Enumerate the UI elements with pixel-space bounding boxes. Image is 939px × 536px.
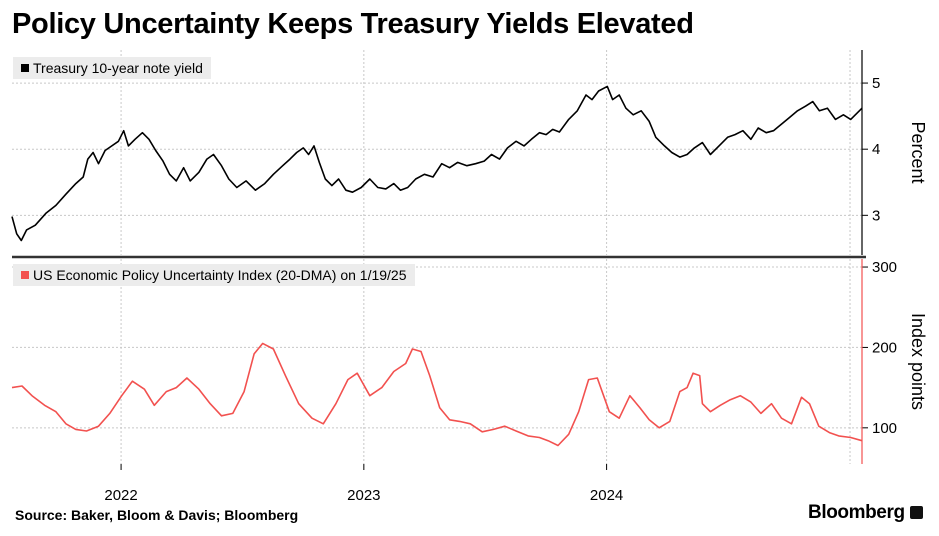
legend-uncertainty: US Economic Policy Uncertainty Index (20… xyxy=(13,264,415,286)
legend-label-yield: Treasury 10-year note yield xyxy=(33,60,203,76)
brand-name: Bloomberg xyxy=(808,502,905,523)
x-tick-label: 2022 xyxy=(104,487,137,500)
legend-swatch-yield xyxy=(21,64,29,72)
legend-swatch-uncertainty xyxy=(21,271,29,279)
x-tick-label: 2024 xyxy=(590,487,623,500)
y-axis-title: Percent xyxy=(908,121,928,183)
x-tick-label: 2023 xyxy=(347,487,380,500)
y-tick-label: 4 xyxy=(872,141,880,158)
y-tick-label: 3 xyxy=(872,207,880,224)
y-tick-label: 200 xyxy=(872,339,897,356)
source-note: Source: Baker, Bloom & Davis; Bloomberg xyxy=(15,507,299,523)
y-tick-label: 300 xyxy=(872,259,897,276)
y-tick-label: 100 xyxy=(872,420,897,437)
chart-title: Policy Uncertainty Keeps Treasury Yields… xyxy=(12,8,694,40)
legend-label-uncertainty: US Economic Policy Uncertainty Index (20… xyxy=(33,267,407,283)
yield-line xyxy=(11,85,863,242)
y-axis-title: Index points xyxy=(908,313,928,410)
brand-logo: Bloomberg xyxy=(808,502,923,524)
legend-yield: Treasury 10-year note yield xyxy=(13,57,211,79)
terminal-icon xyxy=(909,506,923,519)
chart-area: 3 4 5 Percent 100 200 300 Index points 2022 2023 2… xyxy=(11,50,928,500)
y-tick-label: 5 xyxy=(872,75,880,92)
uncertainty-line xyxy=(11,342,863,447)
